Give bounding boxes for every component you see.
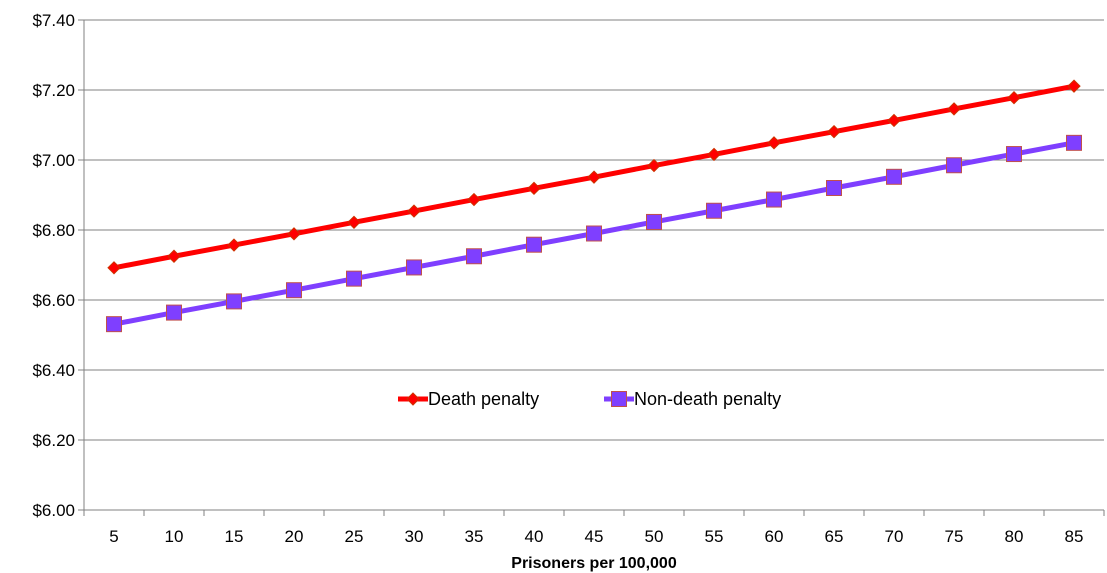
- data-point: [946, 157, 962, 174]
- y-tick-label: $6.40: [32, 361, 75, 380]
- data-point: [886, 168, 902, 185]
- data-point: [167, 249, 181, 263]
- series-layer: [106, 79, 1082, 333]
- y-tick-label: $7.20: [32, 81, 75, 100]
- y-tick-label: $6.20: [32, 431, 75, 450]
- data-point: [647, 158, 661, 173]
- x-axis-title: Prisoners per 100,000: [511, 555, 677, 572]
- y-axis-tick-labels: $6.00 $6.20 $6.40 $6.60 $6.80 $7.00 $7.20 $7.40: [32, 11, 75, 520]
- data-point: [407, 204, 421, 218]
- data-point: [1067, 79, 1081, 93]
- legend-label: Death penalty: [428, 389, 539, 409]
- data-point: [646, 213, 662, 230]
- data-point: [526, 236, 542, 253]
- legend-marker: [406, 392, 420, 406]
- data-point: [947, 102, 961, 116]
- data-point: [887, 113, 901, 128]
- data-point: [406, 259, 422, 276]
- y-tick-label: $7.00: [32, 151, 75, 170]
- y-tick-label: $6.60: [32, 291, 75, 310]
- x-tick-label: 15: [225, 527, 244, 546]
- x-tick-label: 45: [585, 527, 604, 546]
- x-tick-label: 70: [885, 527, 904, 546]
- x-tick-label: 65: [825, 527, 844, 546]
- data-point: [347, 215, 361, 230]
- data-point: [706, 202, 722, 219]
- legend-item: Non-death penalty: [604, 389, 781, 409]
- data-point: [287, 227, 301, 241]
- data-point: [827, 124, 841, 139]
- y-tick-label: $7.40: [32, 11, 75, 30]
- x-tick-label: 50: [645, 527, 664, 546]
- data-point: [586, 225, 602, 242]
- data-point: [346, 270, 362, 287]
- series-death-penalty: [107, 79, 1081, 275]
- data-point: [226, 293, 242, 310]
- x-tick-label: 75: [945, 527, 964, 546]
- legend-label: Non-death penalty: [634, 389, 781, 409]
- data-point: [467, 192, 481, 207]
- data-point: [1066, 134, 1082, 151]
- x-tick-label: 25: [345, 527, 364, 546]
- x-tick-label: 85: [1065, 527, 1084, 546]
- legend-item: Death penalty: [398, 389, 539, 409]
- legend-marker: [611, 391, 627, 407]
- data-point: [587, 170, 601, 184]
- x-tick-label: 60: [765, 527, 784, 546]
- x-tick-label: 35: [465, 527, 484, 546]
- data-point: [826, 180, 842, 196]
- axes: [78, 19, 1105, 516]
- data-point: [227, 238, 241, 252]
- legend: Death penalty Non-death penalty: [398, 389, 781, 409]
- data-point: [1006, 146, 1022, 163]
- x-tick-label: 80: [1005, 527, 1024, 546]
- data-point: [1007, 90, 1021, 105]
- y-tick-label: $6.80: [32, 221, 75, 240]
- data-point: [466, 248, 482, 265]
- x-tick-label: 30: [405, 527, 424, 546]
- series-non-death-penalty: [106, 134, 1082, 333]
- data-point: [286, 282, 302, 299]
- x-tick-label: 40: [525, 527, 544, 546]
- data-point: [767, 136, 781, 150]
- x-tick-label: 55: [705, 527, 724, 546]
- x-tick-label: 20: [285, 527, 304, 546]
- x-axis-tick-labels: 5 10 15 20 25 30 35 40 45 50 55 60 65 70 75 80 85: [109, 527, 1083, 546]
- data-point: [527, 181, 541, 196]
- data-point: [166, 304, 182, 321]
- y-tick-label: $6.00: [32, 501, 75, 520]
- data-point: [107, 261, 121, 275]
- data-point: [707, 147, 721, 162]
- data-point: [106, 316, 122, 333]
- x-tick-label: 5: [109, 527, 118, 546]
- x-tick-label: 10: [165, 527, 184, 546]
- data-point: [766, 191, 782, 208]
